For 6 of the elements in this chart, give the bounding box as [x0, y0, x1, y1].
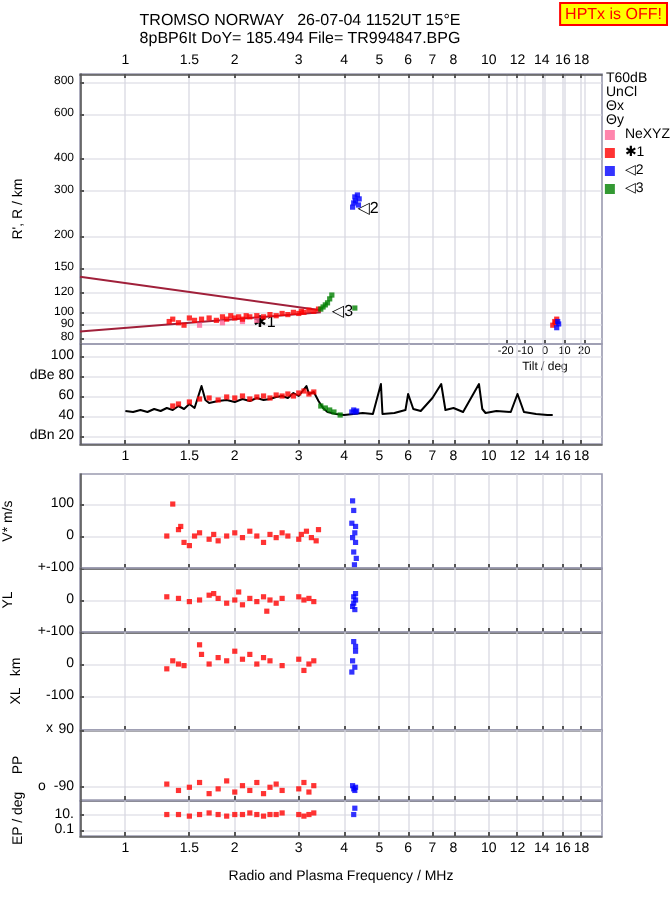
chart-subtitle: 8pBP6It DoY= 185.494 File= TR994847.BPG — [139, 29, 461, 47]
chart-title: TROMSO NORWAY 26-07-04 1152UT 15°E — [139, 11, 461, 29]
text: HPTx is OFF! — [565, 5, 663, 23]
annotation: ✱1 — [253, 312, 277, 331]
annotation: ◁3 — [331, 302, 355, 321]
annotation: ◁2 — [357, 198, 380, 217]
